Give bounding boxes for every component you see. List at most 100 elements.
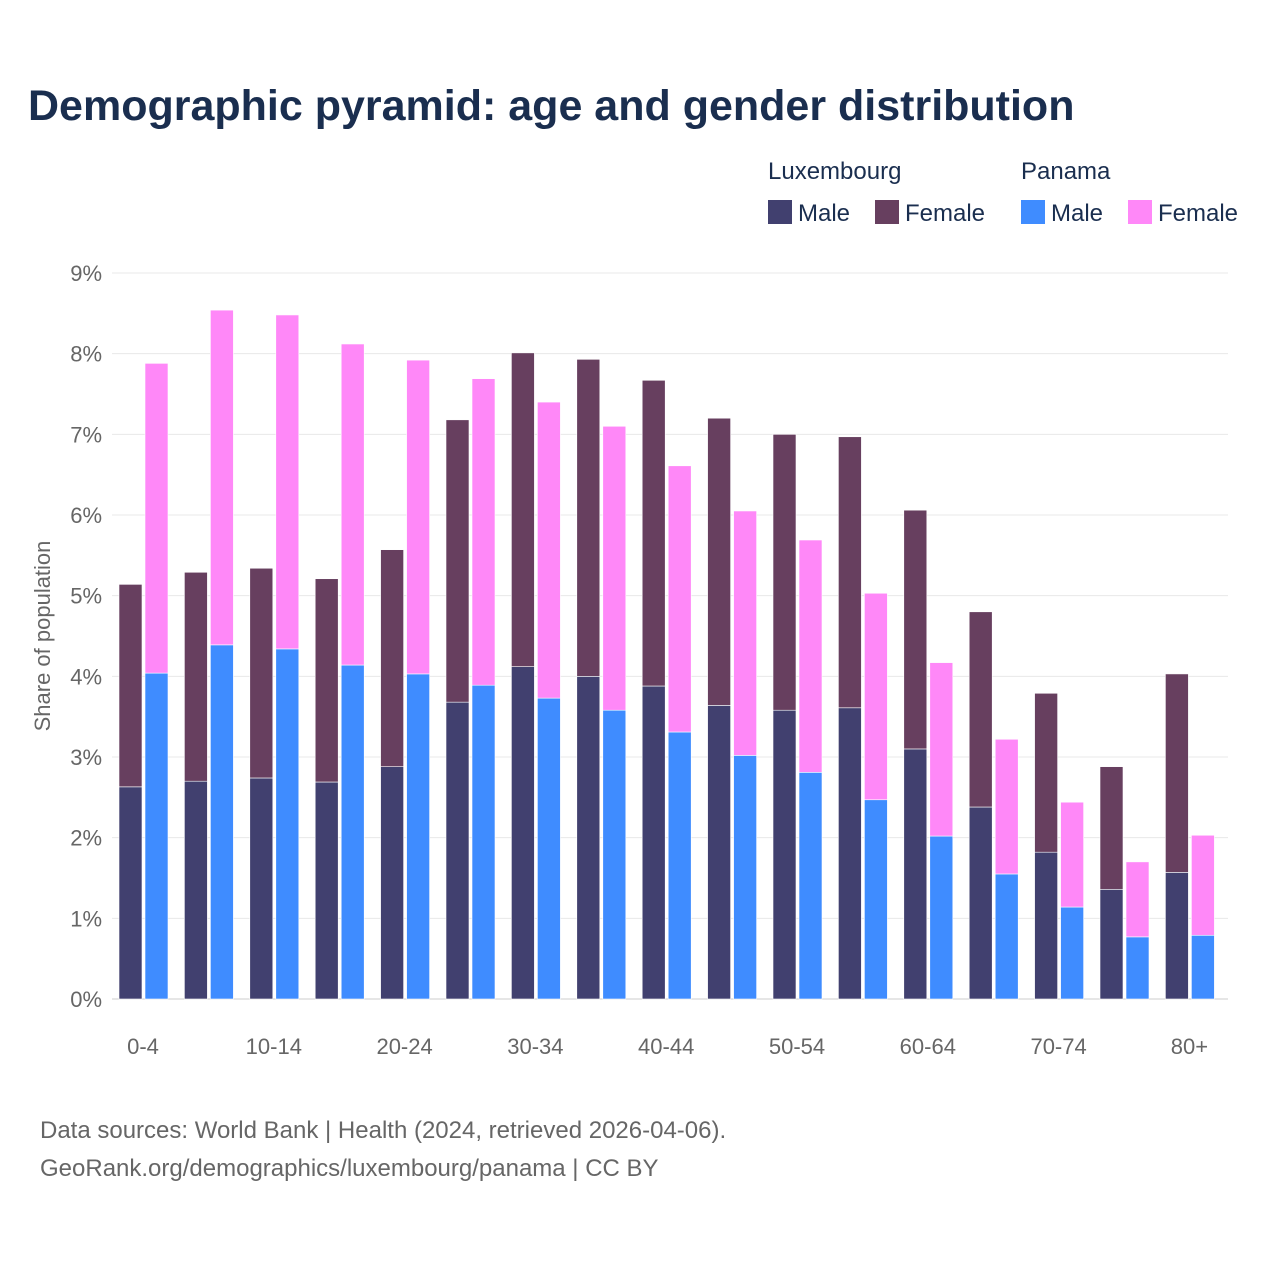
bar-luxembourg-female bbox=[1034, 692, 1058, 853]
y-tick-label: 0% bbox=[70, 987, 102, 1012]
bar-panama-male bbox=[864, 799, 888, 1000]
legend-group-luxembourg: Luxembourg bbox=[768, 158, 902, 185]
y-tick-label: 1% bbox=[70, 906, 102, 931]
bar-panama-female bbox=[1060, 801, 1084, 908]
y-tick-label: 4% bbox=[70, 664, 102, 689]
bar-luxembourg-male bbox=[968, 806, 993, 1000]
footer-source: Data sources: World Bank | Health (2024,… bbox=[40, 1117, 727, 1144]
bar-luxembourg-female bbox=[1165, 673, 1189, 873]
bar-panama-female bbox=[406, 359, 430, 675]
bar-panama-female bbox=[144, 363, 169, 674]
bar-panama-male bbox=[275, 648, 300, 1000]
bar-luxembourg-male bbox=[707, 705, 731, 1000]
x-tick-label: 0-4 bbox=[127, 1034, 159, 1059]
bar-panama-male bbox=[994, 873, 1019, 1000]
x-tick-label: 70-74 bbox=[1030, 1034, 1086, 1059]
bar-panama-female bbox=[994, 738, 1019, 875]
bar-luxembourg-male bbox=[576, 676, 601, 1000]
bar-luxembourg-female bbox=[118, 584, 143, 788]
bar-panama-male bbox=[537, 697, 561, 1000]
bar-panama-male bbox=[929, 835, 954, 1000]
bar-panama-male bbox=[210, 644, 234, 1000]
bar-panama-male bbox=[1125, 936, 1150, 1000]
chart-title: Demographic pyramid: age and gender dist… bbox=[28, 82, 1075, 130]
bar-panama-female bbox=[667, 465, 692, 733]
bar-luxembourg-male bbox=[445, 701, 470, 1000]
bar-panama-female bbox=[210, 309, 234, 646]
bar-luxembourg-male bbox=[118, 786, 143, 1000]
bar-panama-female bbox=[1191, 834, 1215, 936]
x-tick-label: 50-54 bbox=[769, 1034, 825, 1059]
legend-label: Female bbox=[905, 200, 986, 227]
x-tick-label: 10-14 bbox=[246, 1034, 302, 1059]
y-tick-label: 9% bbox=[70, 261, 102, 286]
bar-luxembourg-male bbox=[1165, 872, 1189, 1000]
bar-panama-female bbox=[471, 378, 496, 686]
bar-panama-male bbox=[602, 709, 627, 1000]
bar-panama-female bbox=[602, 425, 627, 711]
bar-panama-male bbox=[144, 672, 169, 1000]
legend-pan-male: Male bbox=[1021, 200, 1103, 228]
legend-pan-female: Female bbox=[1128, 200, 1238, 228]
bar-luxembourg-male bbox=[838, 707, 862, 1000]
bar-luxembourg-female bbox=[184, 571, 208, 782]
legend-lux-female: Female bbox=[875, 200, 985, 228]
legend-group-panama: Panama bbox=[1021, 158, 1111, 185]
bar-panama-female bbox=[1125, 861, 1150, 938]
bar-panama-female bbox=[864, 592, 888, 801]
x-tick-label: 20-24 bbox=[376, 1034, 432, 1059]
bar-luxembourg-female bbox=[511, 352, 535, 667]
bar-luxembourg-male bbox=[314, 781, 339, 1000]
y-axis-label: Share of population bbox=[30, 541, 55, 732]
x-tick-label: 80+ bbox=[1171, 1034, 1208, 1059]
legend-label: Female bbox=[1158, 200, 1239, 227]
x-tick-label: 40-44 bbox=[638, 1034, 694, 1059]
y-tick-label: 3% bbox=[70, 745, 102, 770]
x-tick-label: 30-34 bbox=[507, 1034, 563, 1059]
bar-panama-male bbox=[1060, 906, 1084, 1000]
bar-luxembourg-female bbox=[576, 359, 601, 677]
bar-panama-male bbox=[1191, 934, 1215, 1000]
bar-panama-female bbox=[275, 314, 300, 650]
legend-label: Male bbox=[798, 200, 851, 227]
x-tick-label: 60-64 bbox=[900, 1034, 956, 1059]
bar-luxembourg-female bbox=[1099, 766, 1124, 890]
bar-luxembourg-male bbox=[1034, 851, 1058, 1000]
legend-label: Male bbox=[1051, 200, 1104, 227]
y-tick-label: 2% bbox=[70, 826, 102, 851]
bar-luxembourg-female bbox=[641, 379, 666, 687]
bar-luxembourg-male bbox=[1099, 888, 1124, 1000]
bar-luxembourg-male bbox=[249, 777, 274, 1000]
y-tick-label: 5% bbox=[70, 584, 102, 609]
bar-panama-male bbox=[667, 731, 692, 1000]
bar-luxembourg-male bbox=[772, 709, 797, 1000]
y-tick-label: 6% bbox=[70, 503, 102, 528]
bar-luxembourg-female bbox=[903, 509, 928, 750]
bar-luxembourg-male bbox=[903, 748, 928, 1000]
bar-luxembourg-female bbox=[707, 417, 731, 706]
bar-panama-female bbox=[340, 343, 365, 666]
bar-luxembourg-female bbox=[968, 611, 993, 808]
bar-panama-female bbox=[537, 401, 561, 699]
y-tick-label: 8% bbox=[70, 342, 102, 367]
bar-luxembourg-male bbox=[511, 666, 535, 1000]
bar-panama-male bbox=[471, 684, 496, 1000]
legend-swatch bbox=[1021, 200, 1045, 224]
bar-luxembourg-female bbox=[314, 578, 339, 783]
bar-panama-male bbox=[340, 664, 365, 1000]
bar-luxembourg-female bbox=[380, 549, 404, 767]
y-tick-label: 7% bbox=[70, 422, 102, 447]
bar-panama-male bbox=[798, 772, 823, 1000]
bar-luxembourg-male bbox=[380, 766, 404, 1000]
bar-luxembourg-female bbox=[249, 567, 274, 779]
legend-swatch bbox=[875, 200, 899, 224]
bar-panama-male bbox=[406, 673, 430, 1000]
legend-swatch bbox=[1128, 200, 1152, 224]
bar-luxembourg-female bbox=[838, 436, 862, 709]
footer-credit: GeoRank.org/demographics/luxembourg/pana… bbox=[40, 1155, 659, 1182]
bar-panama-female bbox=[798, 539, 823, 773]
bar-luxembourg-female bbox=[772, 434, 797, 711]
legend-lux-male: Male bbox=[768, 200, 850, 228]
bar-luxembourg-female bbox=[445, 419, 470, 703]
